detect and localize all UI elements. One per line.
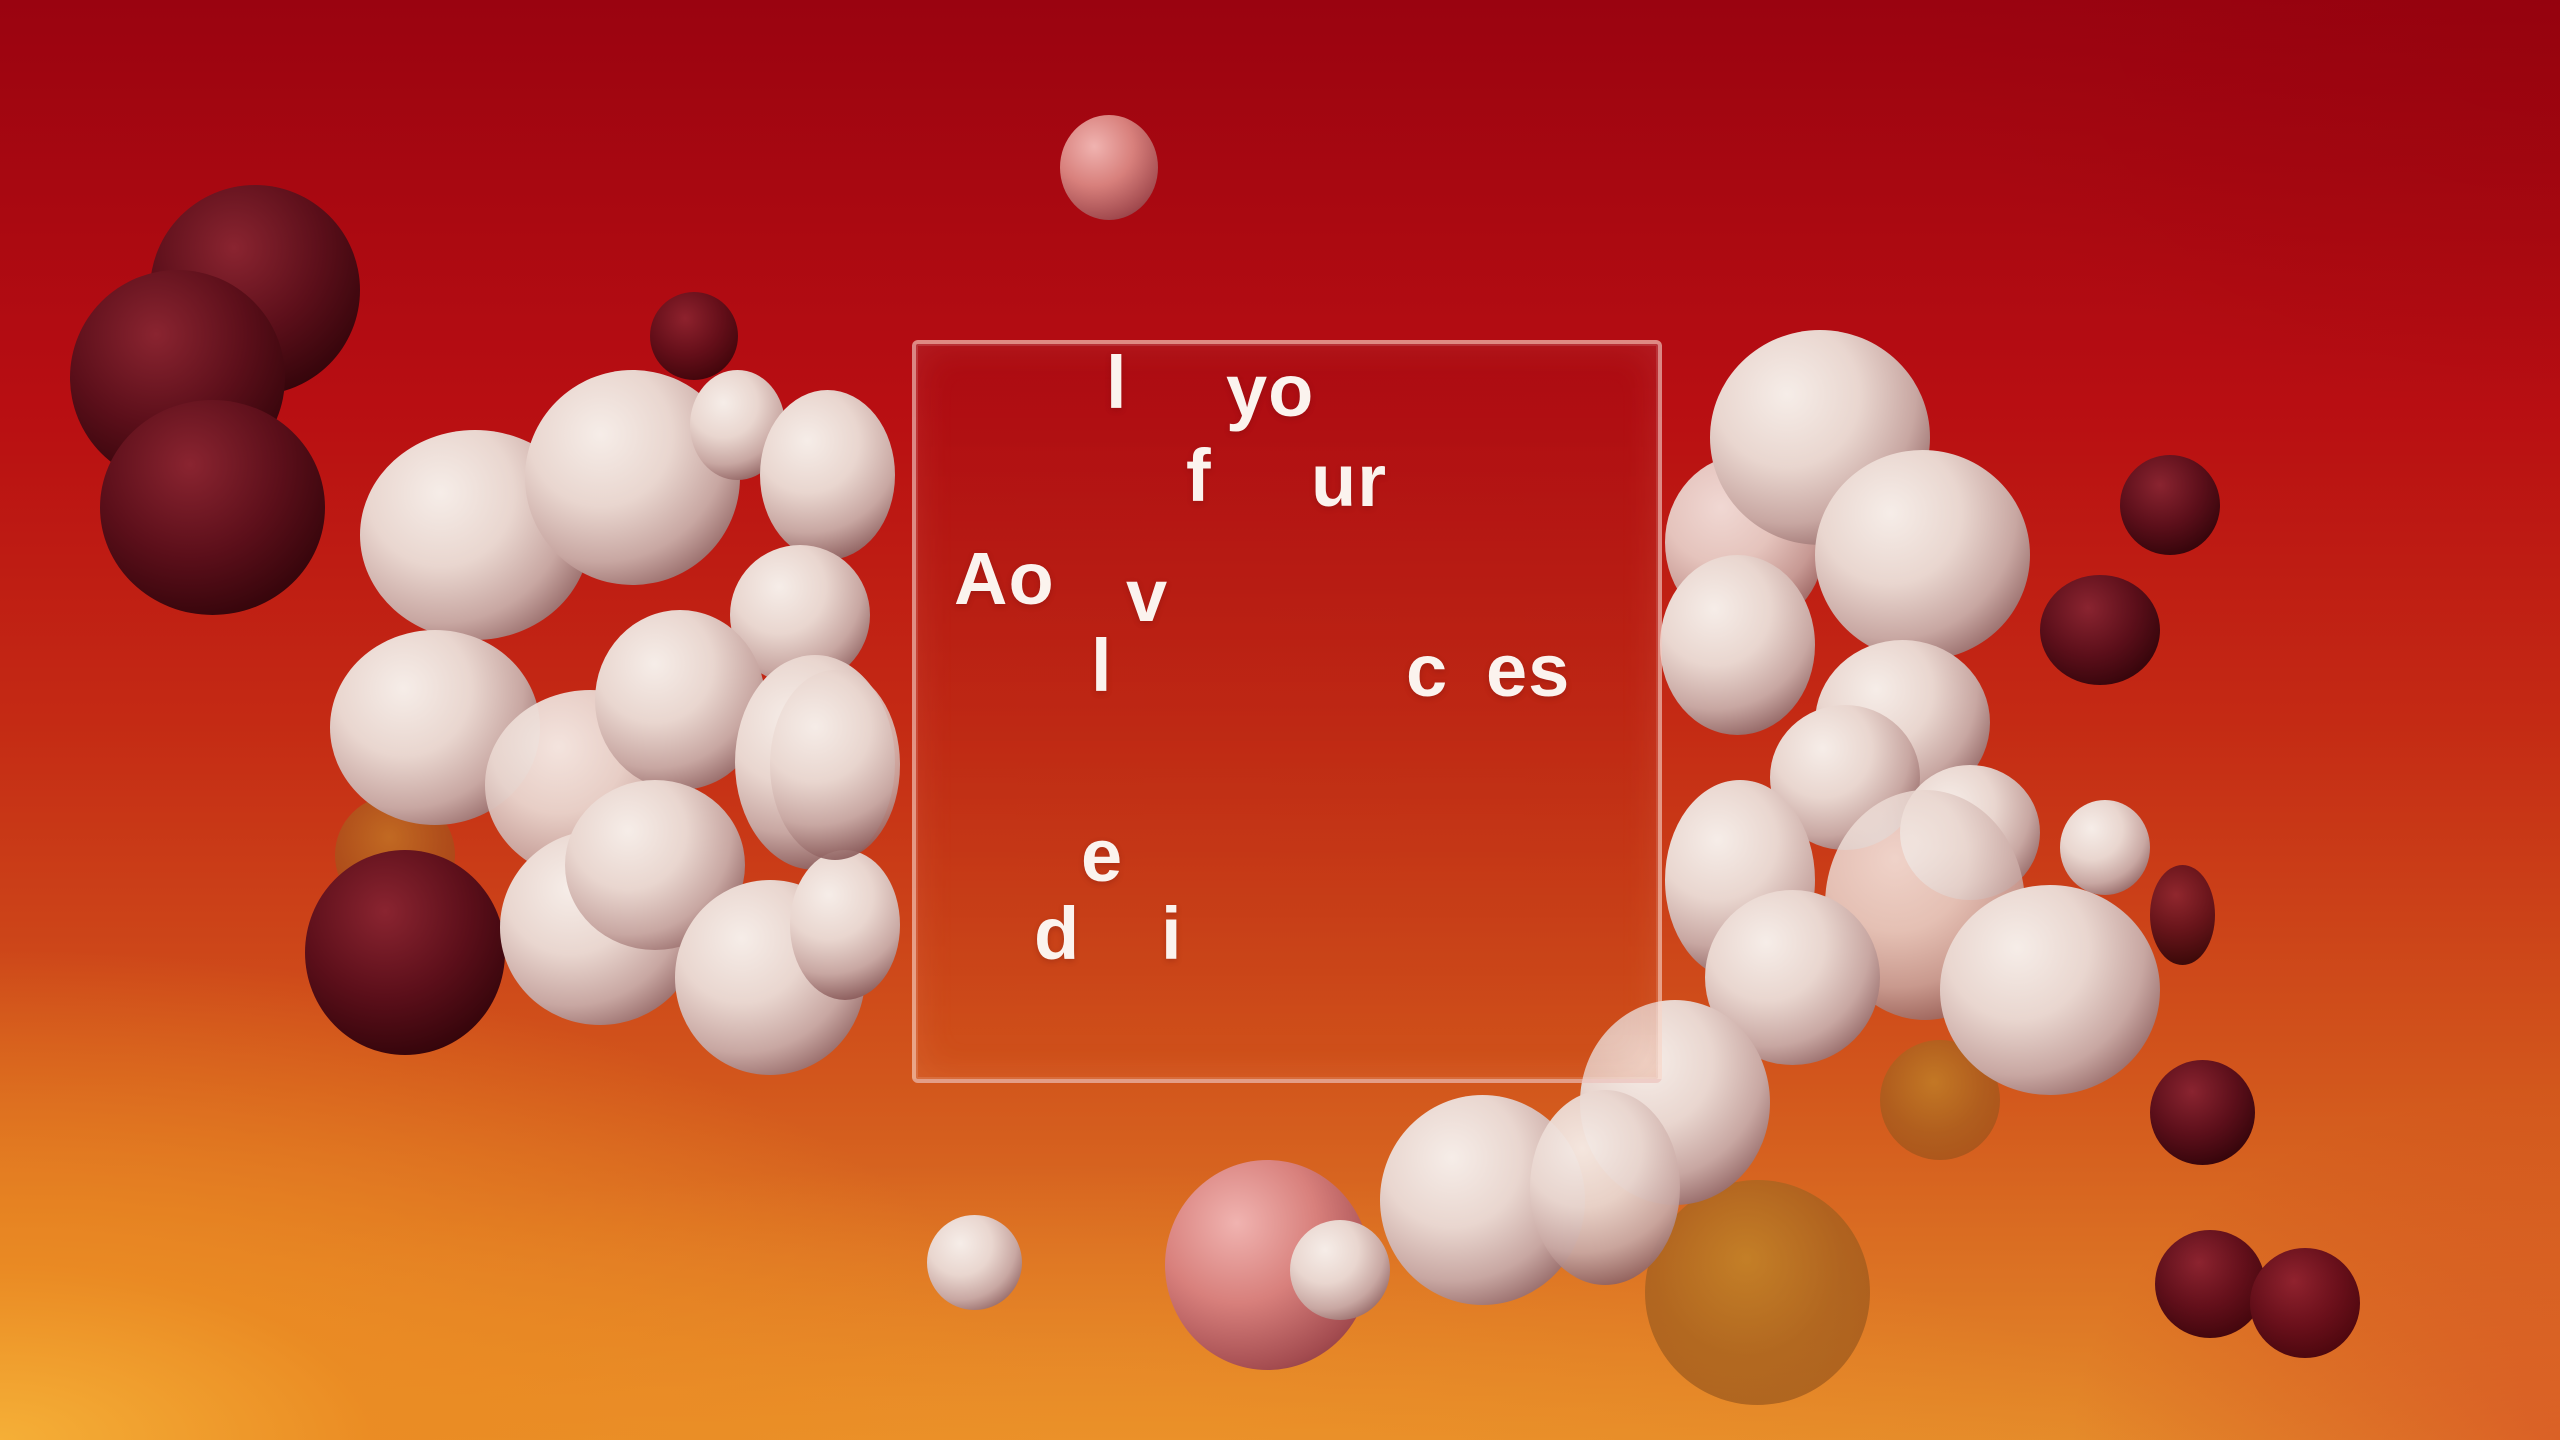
white-sphere: [2060, 800, 2150, 895]
dark-sphere: [2150, 1060, 2255, 1165]
dark-sphere: [100, 400, 325, 615]
glyph-l: l: [1106, 341, 1128, 424]
glyph-f: f: [1186, 434, 1212, 517]
white-sphere: [1660, 555, 1815, 735]
white-sphere: [1940, 885, 2160, 1095]
pink-sphere: [1060, 115, 1158, 220]
white-sphere: [770, 670, 900, 860]
white-sphere: [1290, 1220, 1390, 1320]
olive-sphere: [1645, 1180, 1870, 1405]
glyph-l-2: l: [1091, 624, 1113, 707]
glyph-c: c: [1406, 629, 1449, 712]
dark-sphere: [2250, 1248, 2360, 1358]
white-sphere: [1815, 450, 2030, 660]
dark-sphere: [650, 292, 738, 380]
glyph-ao: Ao: [954, 537, 1055, 620]
glyph-es: es: [1486, 629, 1571, 712]
glyph-v: v: [1126, 554, 1169, 637]
dark-sphere: [2155, 1230, 2265, 1338]
glyph-yo: yo: [1226, 349, 1315, 432]
glyph-d: d: [1034, 892, 1081, 975]
dark-sphere: [305, 850, 505, 1055]
white-sphere: [790, 850, 900, 1000]
white-sphere: [927, 1215, 1022, 1310]
white-sphere: [760, 390, 895, 560]
white-sphere: [1530, 1090, 1680, 1285]
glass-panel: l yo f ur Ao v l c es e d i: [912, 340, 1662, 1083]
glyph-i: i: [1161, 892, 1183, 975]
glyph-ur: ur: [1311, 439, 1387, 522]
dark-sphere: [2120, 455, 2220, 555]
dark-sphere: [2040, 575, 2160, 685]
glyph-e: e: [1081, 814, 1124, 897]
dark-sphere: [2150, 865, 2215, 965]
